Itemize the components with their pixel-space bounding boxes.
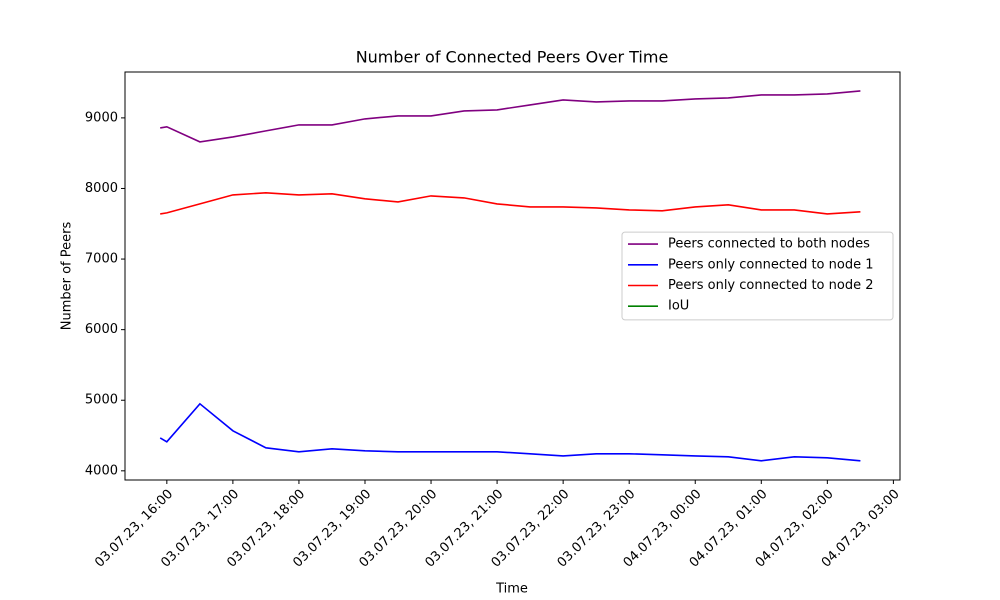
legend-label: Peers only connected to node 2 [668, 278, 874, 293]
y-tick-label: 4000 [85, 463, 118, 478]
legend-label: Peers connected to both nodes [668, 237, 870, 252]
legend-label: Peers only connected to node 1 [668, 257, 874, 272]
legend-box [621, 231, 894, 321]
chart-title: Number of Connected Peers Over Time [356, 48, 669, 67]
y-tick-label: 6000 [85, 322, 118, 337]
y-tick-label: 7000 [85, 252, 118, 267]
y-tick-label: 5000 [85, 393, 118, 408]
legend-label: IoU [668, 299, 689, 314]
line-series [160, 90, 861, 143]
y-axis-label: Number of Peers [60, 222, 75, 331]
x-axis-label: Time [495, 582, 528, 597]
y-tick-label: 8000 [85, 181, 118, 196]
y-tick-label: 9000 [85, 110, 118, 125]
line-series [160, 191, 861, 215]
legend: Peers connected to both nodes Peers only … [621, 231, 894, 321]
plot-frame [124, 71, 901, 481]
line-series [159, 402, 861, 462]
